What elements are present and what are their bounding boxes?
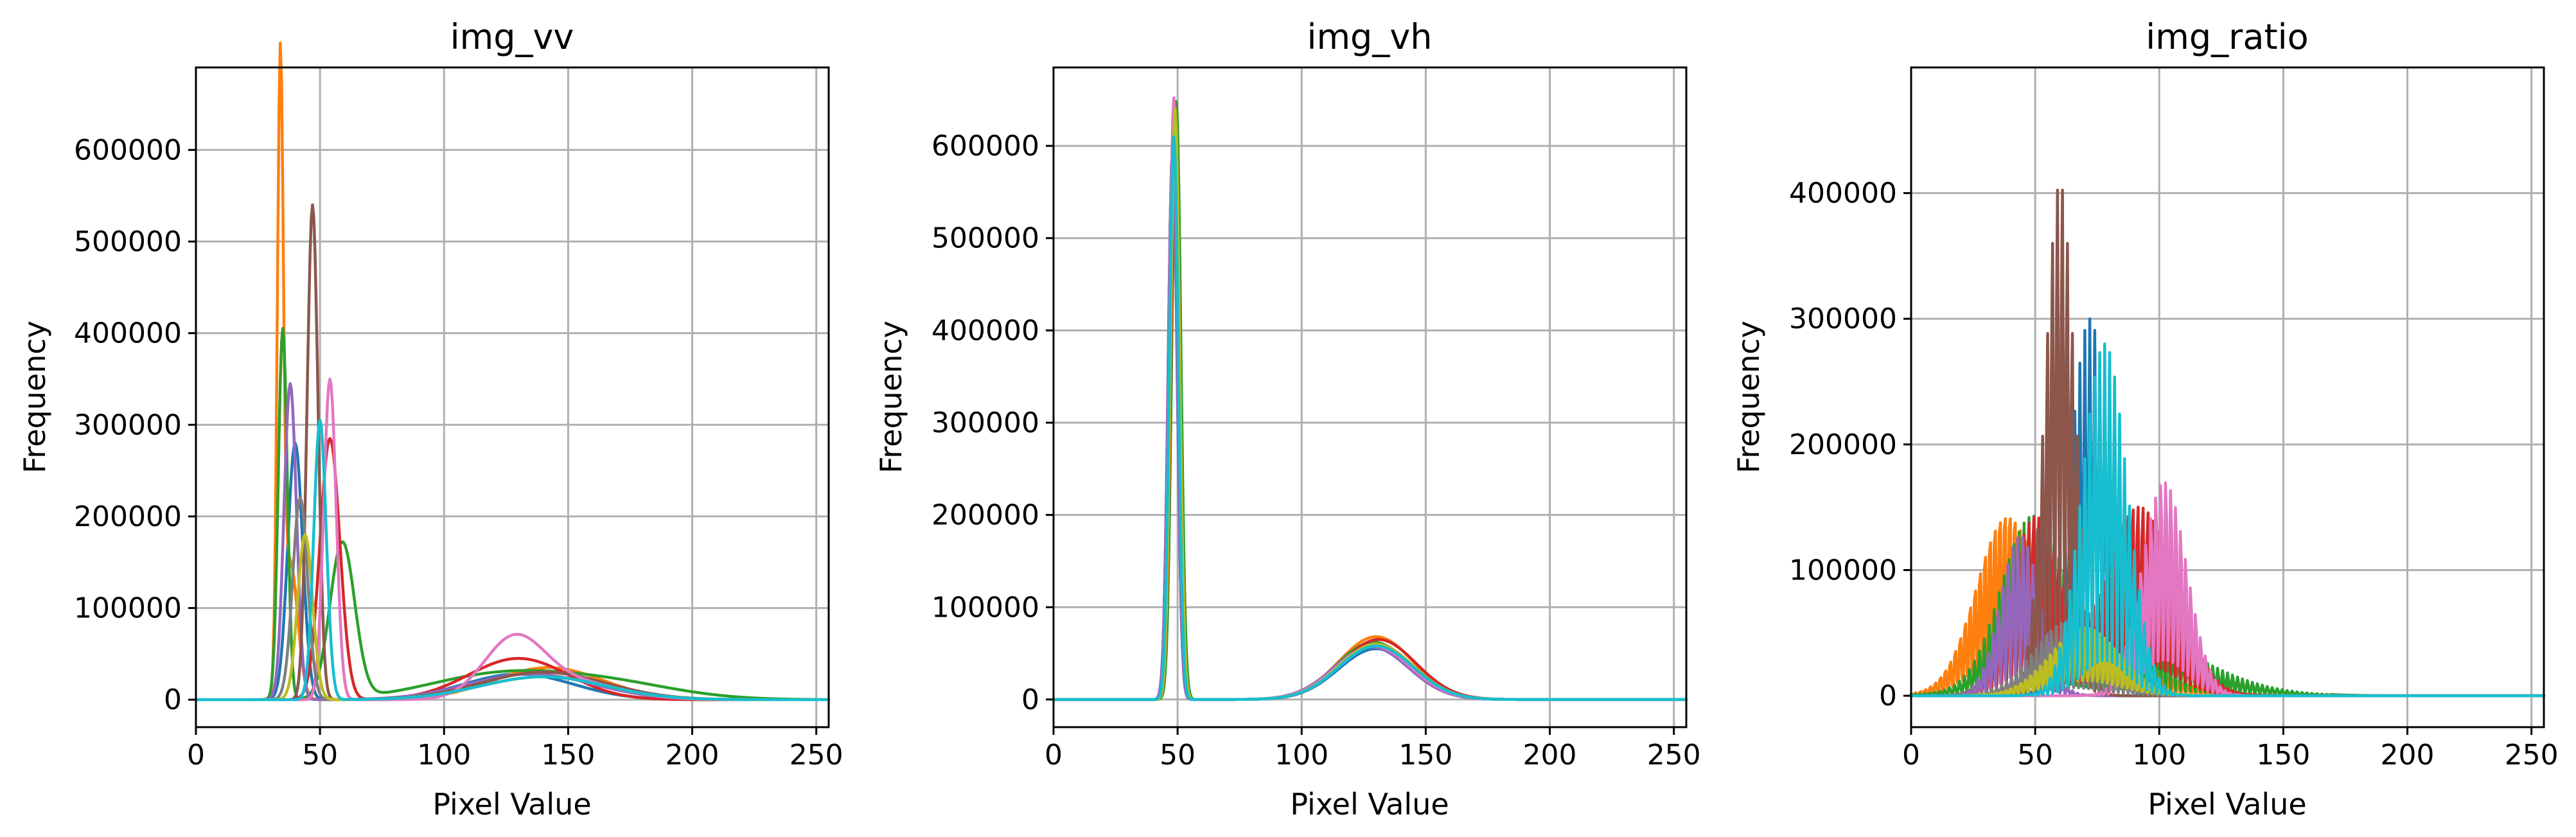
- y-tick-label: 400000: [1789, 177, 1897, 210]
- plot-frame: [1910, 66, 2545, 728]
- subplot-img-vh: 0 50 100 150 200 250 0 100000 200000 300000 400000…: [874, 17, 1701, 822]
- x-tick-label: 50: [302, 739, 338, 771]
- x-tick-label: 100: [2132, 739, 2186, 771]
- series-lines: [1052, 96, 1688, 701]
- x-tick-label: 0: [187, 739, 205, 771]
- y-axis-label: Frequency: [874, 321, 908, 473]
- x-tick-label: 100: [417, 739, 471, 771]
- plot-title: img_vh: [1307, 17, 1432, 57]
- y-tick-label: 600000: [931, 130, 1039, 163]
- x-tick-label: 200: [2381, 739, 2435, 771]
- y-axis-label: Frequency: [1731, 321, 1766, 473]
- x-tick-label: 150: [1398, 739, 1452, 771]
- x-tick-label: 0: [1045, 739, 1063, 771]
- subplot-img-vv: 0 50 100 150 200 250 0 100000 200000 300000 400000…: [17, 17, 843, 822]
- plot-title: img_ratio: [2146, 17, 2308, 57]
- x-tick-label: 100: [1275, 739, 1328, 771]
- x-tick-label: 250: [790, 739, 843, 771]
- y-tick-label: 300000: [74, 409, 182, 441]
- axis-ticks: 0 50 100 150 200 250 0 100000 200000 300000 400000…: [931, 130, 1701, 771]
- x-tick-label: 250: [1647, 739, 1701, 771]
- y-tick-label: 0: [1879, 680, 1897, 712]
- y-tick-label: 300000: [1789, 303, 1897, 335]
- y-tick-label: 500000: [74, 225, 182, 258]
- x-tick-label: 200: [666, 739, 719, 771]
- y-tick-label: 300000: [931, 407, 1039, 439]
- y-tick-label: 0: [1021, 683, 1039, 716]
- y-tick-label: 0: [164, 683, 182, 716]
- series-line: [1052, 135, 1688, 701]
- y-tick-label: 200000: [931, 499, 1039, 532]
- plot-frame: [1052, 66, 1688, 728]
- plot-frame: [195, 66, 830, 728]
- series-lines: [1909, 188, 2546, 698]
- x-tick-label: 50: [2017, 739, 2053, 771]
- x-axis-label: Pixel Value: [432, 787, 591, 822]
- x-tick-label: 200: [1523, 739, 1577, 771]
- x-tick-label: 0: [1902, 739, 1920, 771]
- y-tick-label: 200000: [1789, 428, 1897, 461]
- y-tick-label: 100000: [931, 591, 1039, 624]
- series-line: [194, 418, 831, 701]
- x-axis-label: Pixel Value: [2148, 787, 2306, 822]
- x-tick-label: 150: [541, 739, 595, 771]
- subplot-img-ratio: 0 50 100 150 200 250 0 100000 200000 300000 400000…: [1731, 17, 2559, 822]
- series-lines: [194, 41, 831, 701]
- y-tick-label: 400000: [931, 314, 1039, 347]
- y-axis-label: Frequency: [17, 321, 52, 473]
- y-tick-label: 500000: [931, 222, 1039, 255]
- y-tick-label: 600000: [74, 134, 182, 166]
- grid: [195, 67, 829, 727]
- y-tick-label: 100000: [1789, 554, 1897, 586]
- y-tick-label: 400000: [74, 317, 182, 350]
- plot-title: img_vv: [450, 17, 574, 57]
- x-axis-label: Pixel Value: [1290, 787, 1449, 822]
- axis-ticks: 0 50 100 150 200 250 0 100000 200000 300000 400000…: [74, 134, 843, 771]
- x-tick-label: 250: [2505, 739, 2559, 771]
- x-tick-label: 150: [2256, 739, 2310, 771]
- y-tick-label: 100000: [74, 592, 182, 625]
- series-line: [1909, 342, 2546, 698]
- y-tick-label: 200000: [74, 500, 182, 533]
- x-tick-label: 50: [1160, 739, 1195, 771]
- axis-ticks: 0 50 100 150 200 250 0 100000 200000 300000 400000: [1789, 177, 2559, 771]
